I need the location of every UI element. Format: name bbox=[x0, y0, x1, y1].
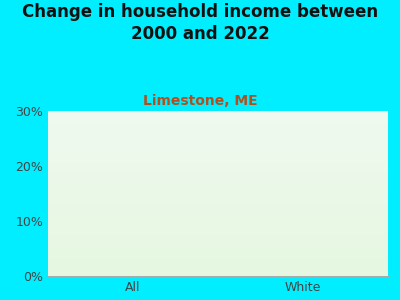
Bar bbox=[265, 147, 341, 276]
Bar bbox=[95, 233, 171, 276]
Text: Limestone, ME: Limestone, ME bbox=[143, 94, 257, 109]
Text: City-Data.com: City-Data.com bbox=[304, 116, 378, 126]
Text: Change in household income between
2000 and 2022: Change in household income between 2000 … bbox=[22, 3, 378, 43]
